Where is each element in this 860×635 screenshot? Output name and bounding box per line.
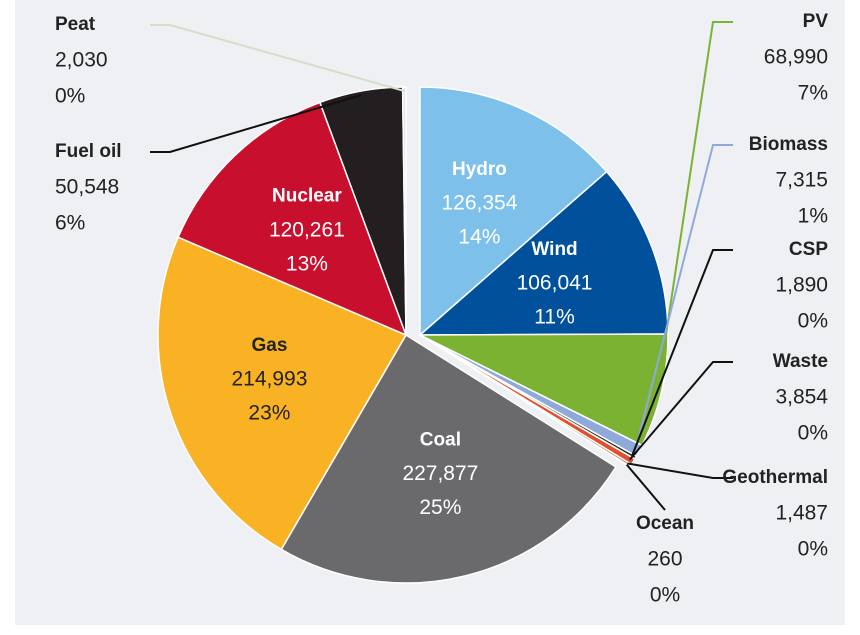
data-label: 50,548 [55, 176, 119, 199]
data-label: 0% [798, 422, 828, 445]
slice-label: Nuclear [272, 186, 342, 207]
data-label: 7% [798, 82, 828, 105]
data-label: 0% [650, 584, 680, 607]
data-label: 11% [534, 306, 574, 329]
pie-slice [419, 334, 632, 468]
leader-line [628, 361, 733, 461]
pie-slice [177, 101, 408, 337]
data-label: 2,030 [55, 49, 108, 72]
pie-slice [401, 86, 407, 336]
pie-slice [280, 333, 618, 584]
data-label: 0% [798, 310, 828, 333]
data-label: 1,487 [775, 502, 828, 525]
data-label: 126,354 [441, 192, 517, 215]
data-label: 227,877 [402, 462, 478, 485]
data-label: 68,990 [764, 46, 828, 69]
data-label: 7,315 [775, 169, 828, 192]
data-label: 214,993 [231, 368, 307, 391]
data-label: 1,890 [775, 274, 828, 297]
slice-label: Peat [55, 14, 96, 35]
data-label: 260 [647, 548, 682, 571]
leader-line [150, 94, 362, 153]
slice-label: Wind [531, 239, 577, 260]
slice-label: Fuel oil [55, 141, 122, 162]
slice-label: CSP [789, 239, 828, 260]
data-label: 13% [286, 252, 328, 275]
leader-line [631, 249, 733, 456]
leader-line [634, 144, 733, 450]
slice-label: Geothermal [722, 467, 828, 488]
slice-label: Biomass [749, 134, 828, 155]
leader-line [656, 21, 733, 391]
data-label: 106,041 [517, 272, 593, 295]
data-label: 120,261 [269, 218, 345, 241]
pie-slice [419, 86, 608, 337]
slice-label: Waste [773, 351, 828, 372]
data-label: 6% [55, 212, 85, 235]
slice-label: Gas [251, 335, 287, 356]
data-label: 14% [458, 226, 500, 249]
data-label: 0% [55, 85, 85, 108]
leader-line [150, 24, 405, 92]
leader-line [627, 462, 733, 479]
pie-slice [157, 236, 408, 551]
slice-label: PV [803, 11, 829, 32]
data-label: 0% [798, 538, 828, 561]
leader-line [625, 464, 666, 511]
data-label: 23% [248, 402, 290, 425]
slice-label: Coal [420, 430, 461, 451]
data-label: 1% [798, 205, 828, 228]
slice-label: Hydro [452, 159, 507, 180]
data-label: 25% [419, 496, 461, 519]
slice-label: Ocean [636, 513, 694, 534]
data-label: 3,854 [775, 386, 828, 409]
